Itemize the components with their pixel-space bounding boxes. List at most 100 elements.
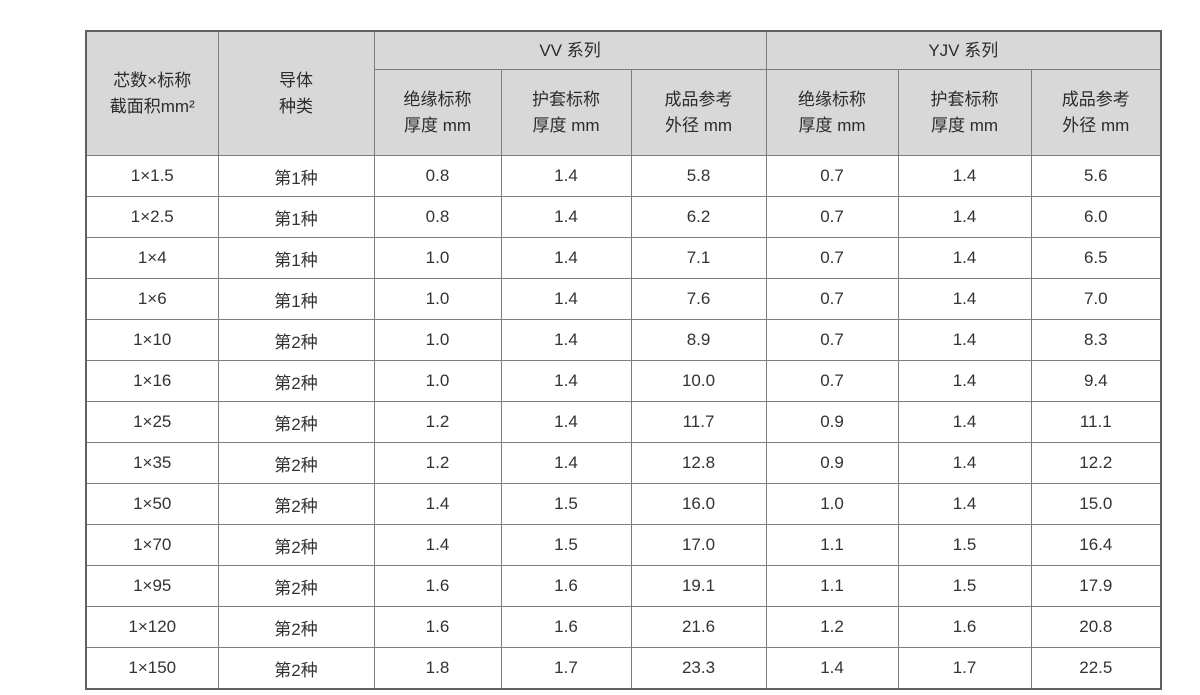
cell-vv-sheath-thickness: 1.4 xyxy=(500,196,632,238)
cell-spec: 1×70 xyxy=(85,524,219,566)
cell-vv-insulation-thickness: 0.8 xyxy=(373,196,502,238)
table-row: 1×1.5 第1种 0.8 1.4 5.8 0.7 1.4 5.6 xyxy=(85,155,1162,197)
cell-conductor-type: 第2种 xyxy=(217,524,375,566)
cell-conductor-type: 第2种 xyxy=(217,319,375,361)
cell-spec: 1×35 xyxy=(85,442,219,484)
cell-yjv-sheath-thickness: 1.4 xyxy=(897,278,1032,320)
cell-yjv-insulation-thickness: 1.2 xyxy=(765,606,899,648)
header-core-count-area-line2: 截面积mm² xyxy=(109,96,195,116)
cell-vv-outer-diameter: 21.6 xyxy=(630,606,767,648)
cell-yjv-outer-diameter: 11.1 xyxy=(1030,401,1162,443)
cell-conductor-type: 第1种 xyxy=(217,278,375,320)
cell-yjv-insulation-thickness: 1.1 xyxy=(765,524,899,566)
header-conductor-type-line1: 导体 xyxy=(279,70,313,90)
cell-conductor-type: 第1种 xyxy=(217,196,375,238)
cell-spec: 1×4 xyxy=(85,237,219,279)
header-vv-outer-diameter: 成品参考 外径 mm xyxy=(630,69,767,156)
table-row: 1×35 第2种 1.2 1.4 12.8 0.9 1.4 12.2 xyxy=(85,442,1162,484)
header-core-count-area-line1: 芯数×标称 xyxy=(113,70,192,90)
cell-vv-outer-diameter: 8.9 xyxy=(630,319,767,361)
cell-conductor-type: 第2种 xyxy=(217,647,375,690)
cell-yjv-outer-diameter: 7.0 xyxy=(1030,278,1162,320)
cell-conductor-type: 第2种 xyxy=(217,606,375,648)
header-line: 厚度 mm xyxy=(403,115,472,135)
cell-vv-sheath-thickness: 1.4 xyxy=(500,319,632,361)
header-line: 外径 mm xyxy=(664,115,733,135)
table-row: 1×50 第2种 1.4 1.5 16.0 1.0 1.4 15.0 xyxy=(85,483,1162,525)
cell-vv-outer-diameter: 16.0 xyxy=(630,483,767,525)
cell-vv-sheath-thickness: 1.4 xyxy=(500,237,632,279)
cell-yjv-sheath-thickness: 1.4 xyxy=(897,196,1032,238)
cell-yjv-insulation-thickness: 0.9 xyxy=(765,442,899,484)
cell-conductor-type: 第1种 xyxy=(217,237,375,279)
cell-yjv-insulation-thickness: 0.7 xyxy=(765,237,899,279)
header-line: 厚度 mm xyxy=(532,115,600,135)
cell-vv-outer-diameter: 11.7 xyxy=(630,401,767,443)
table-row: 1×25 第2种 1.2 1.4 11.7 0.9 1.4 11.1 xyxy=(85,401,1162,443)
cell-spec: 1×2.5 xyxy=(85,196,219,238)
cell-yjv-outer-diameter: 16.4 xyxy=(1030,524,1162,566)
cell-yjv-sheath-thickness: 1.5 xyxy=(897,524,1032,566)
cell-yjv-outer-diameter: 6.0 xyxy=(1030,196,1162,238)
cell-vv-sheath-thickness: 1.5 xyxy=(500,483,632,525)
cell-yjv-sheath-thickness: 1.4 xyxy=(897,483,1032,525)
header-core-count-area: 芯数×标称 截面积mm² xyxy=(85,30,219,156)
cell-conductor-type: 第2种 xyxy=(217,442,375,484)
cell-vv-outer-diameter: 7.6 xyxy=(630,278,767,320)
cell-conductor-type: 第1种 xyxy=(217,155,375,197)
cell-yjv-insulation-thickness: 1.4 xyxy=(765,647,899,690)
cell-yjv-outer-diameter: 9.4 xyxy=(1030,360,1162,402)
header-line: 外径 mm xyxy=(1062,115,1130,135)
header-group-vv: VV 系列 xyxy=(373,30,767,70)
table-row: 1×2.5 第1种 0.8 1.4 6.2 0.7 1.4 6.0 xyxy=(85,196,1162,238)
table-header: 芯数×标称 截面积mm² 导体 种类 VV 系列 YJV 系列 绝缘标称 厚度 … xyxy=(85,30,1162,156)
cell-yjv-insulation-thickness: 0.7 xyxy=(765,278,899,320)
cell-vv-sheath-thickness: 1.6 xyxy=(500,606,632,648)
cell-vv-outer-diameter: 19.1 xyxy=(630,565,767,607)
cell-vv-sheath-thickness: 1.4 xyxy=(500,401,632,443)
header-line: 厚度 mm xyxy=(931,115,999,135)
header-yjv-outer-diameter: 成品参考 外径 mm xyxy=(1030,69,1162,156)
cell-yjv-sheath-thickness: 1.4 xyxy=(897,401,1032,443)
cell-yjv-insulation-thickness: 1.0 xyxy=(765,483,899,525)
cell-vv-insulation-thickness: 1.8 xyxy=(373,647,502,690)
cell-yjv-outer-diameter: 20.8 xyxy=(1030,606,1162,648)
cell-yjv-insulation-thickness: 0.7 xyxy=(765,155,899,197)
cell-vv-sheath-thickness: 1.5 xyxy=(500,524,632,566)
header-line: 厚度 mm xyxy=(798,115,866,135)
header-group-row: 芯数×标称 截面积mm² 导体 种类 VV 系列 YJV 系列 xyxy=(85,30,1162,156)
cell-yjv-insulation-thickness: 0.7 xyxy=(765,360,899,402)
cell-vv-insulation-thickness: 1.0 xyxy=(373,278,502,320)
header-yjv-insulation-thickness: 绝缘标称 厚度 mm xyxy=(765,69,899,156)
cell-conductor-type: 第2种 xyxy=(217,401,375,443)
cell-vv-sheath-thickness: 1.4 xyxy=(500,360,632,402)
cell-yjv-insulation-thickness: 1.1 xyxy=(765,565,899,607)
cell-vv-insulation-thickness: 1.4 xyxy=(373,483,502,525)
cell-yjv-outer-diameter: 8.3 xyxy=(1030,319,1162,361)
cell-vv-sheath-thickness: 1.6 xyxy=(500,565,632,607)
cable-spec-table: 芯数×标称 截面积mm² 导体 种类 VV 系列 YJV 系列 绝缘标称 厚度 … xyxy=(85,30,1163,690)
table-row: 1×16 第2种 1.0 1.4 10.0 0.7 1.4 9.4 xyxy=(85,360,1162,402)
cell-spec: 1×1.5 xyxy=(85,155,219,197)
header-vv-sheath-thickness: 护套标称 厚度 mm xyxy=(500,69,632,156)
header-vv-insulation-thickness: 绝缘标称 厚度 mm xyxy=(373,69,502,156)
cell-spec: 1×50 xyxy=(85,483,219,525)
cell-vv-insulation-thickness: 1.2 xyxy=(373,401,502,443)
cell-vv-insulation-thickness: 1.4 xyxy=(373,524,502,566)
cell-conductor-type: 第2种 xyxy=(217,360,375,402)
header-group-yjv: YJV 系列 xyxy=(765,30,1162,70)
header-line: 绝缘标称 xyxy=(403,89,472,109)
cell-yjv-outer-diameter: 22.5 xyxy=(1030,647,1162,690)
cell-vv-sheath-thickness: 1.4 xyxy=(500,442,632,484)
table-row: 1×150 第2种 1.8 1.7 23.3 1.4 1.7 22.5 xyxy=(85,647,1162,690)
header-line: 成品参考 xyxy=(664,89,733,109)
cell-vv-insulation-thickness: 1.2 xyxy=(373,442,502,484)
cell-yjv-outer-diameter: 6.5 xyxy=(1030,237,1162,279)
header-conductor-type-line2: 种类 xyxy=(279,96,313,116)
cell-vv-outer-diameter: 6.2 xyxy=(630,196,767,238)
cell-vv-outer-diameter: 12.8 xyxy=(630,442,767,484)
cell-vv-sheath-thickness: 1.4 xyxy=(500,278,632,320)
table-row: 1×4 第1种 1.0 1.4 7.1 0.7 1.4 6.5 xyxy=(85,237,1162,279)
cell-yjv-insulation-thickness: 0.9 xyxy=(765,401,899,443)
